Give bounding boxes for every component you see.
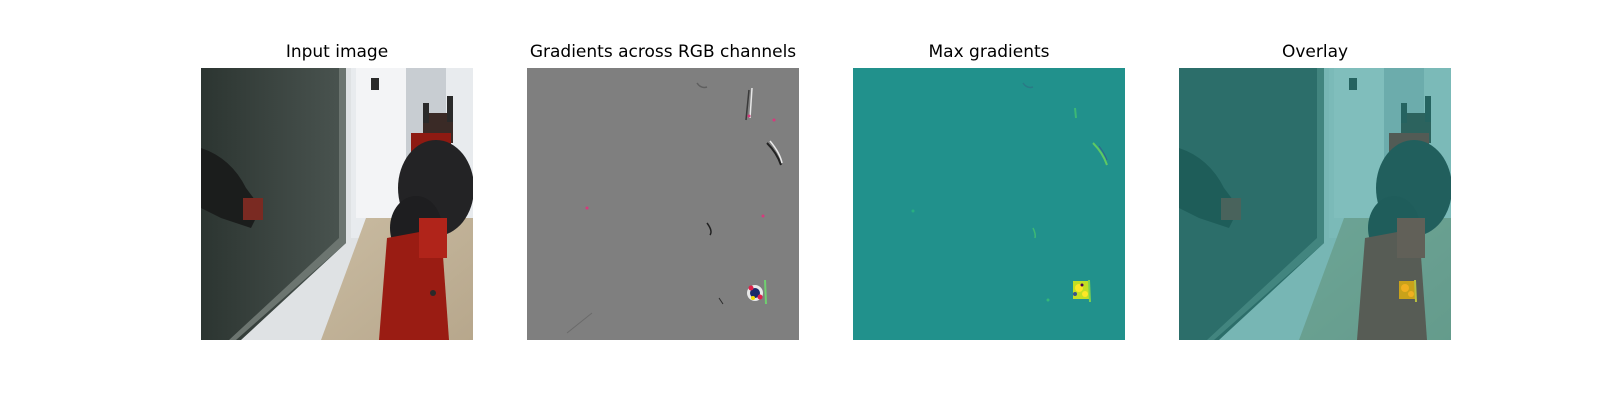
panel-input-image: Input image [201,0,473,400]
rgb-gradients-image [527,68,799,340]
panel-overlay: Overlay [1179,0,1451,400]
max-gradients-graphic [853,68,1125,340]
panel-rgb-gradients: Gradients across RGB channels [527,0,799,400]
input-image [201,68,473,340]
rgb-gradients-graphic [527,68,799,340]
overlay-graphic [1179,68,1451,340]
panel-title: Overlay [1281,42,1349,62]
panel-max-gradients: Max gradients [853,0,1125,400]
overlay-image [1179,68,1451,340]
input-image-graphic [201,68,473,340]
panel-title: Gradients across RGB channels [529,42,797,62]
max-gradients-image [853,68,1125,340]
panel-title: Input image [285,42,389,62]
panel-title: Max gradients [928,42,1050,62]
